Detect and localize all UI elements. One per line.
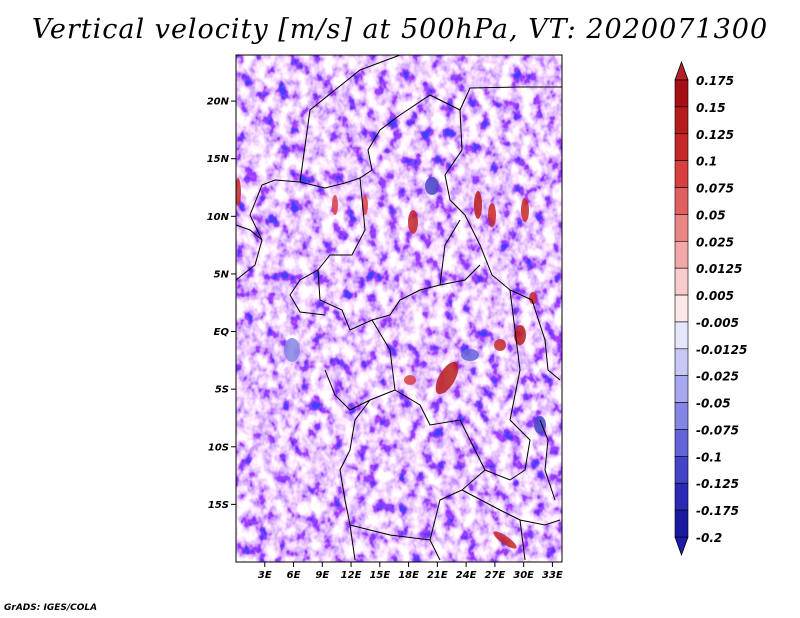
colorbar-label: -0.025	[696, 370, 739, 384]
colorbar-label: 0.175	[696, 74, 734, 88]
colorbar-segment	[674, 402, 689, 430]
colorbar-label: 0.05	[696, 208, 726, 222]
lon-tick-label: 3E	[258, 570, 272, 581]
colorbar-label: 0.0125	[696, 262, 742, 276]
colorbar-segment	[674, 240, 689, 269]
lon-tick-label: 33E	[542, 570, 563, 581]
lat-tick-label: 20N	[207, 97, 230, 108]
lon-tick-label: 6E	[287, 570, 301, 581]
colorbar-segment	[674, 79, 689, 108]
colorbar-bottom-arrow	[674, 536, 689, 557]
colorbar-label: -0.2	[696, 531, 722, 545]
colorbar-segment	[674, 267, 689, 296]
colorbar-segment	[674, 133, 689, 161]
lat-tick-label: EQ	[214, 327, 230, 338]
colorbar-segment	[674, 375, 689, 403]
lon-tick-label: 30E	[513, 570, 534, 581]
lat-tick-label: 10N	[207, 212, 230, 223]
lon-tick-label: 18E	[398, 570, 419, 581]
colorbar: 0.175 0.15 0.125 0.1 0.075 0.05 0.025 0.0125 0.0…	[674, 60, 747, 557]
colorbar-label: -0.0125	[696, 343, 747, 357]
map-frame	[235, 54, 563, 563]
lon-tick-label: 9E	[315, 570, 329, 581]
lat-tick-label: 10S	[208, 442, 229, 453]
colorbar-label: -0.175	[696, 504, 739, 518]
map-title: Vertical velocity [m/s] at 500hPa, VT: 2…	[31, 14, 769, 45]
lon-tick-label: 27E	[485, 570, 506, 581]
colorbar-segment	[674, 294, 689, 323]
lat-tick-label: 5S	[215, 385, 229, 396]
velocity-field	[236, 55, 562, 562]
colorbar-segment	[674, 187, 689, 215]
colorbar-label: 0.025	[696, 235, 734, 249]
colorbar-label: -0.125	[696, 477, 739, 491]
colorbar-label: 0.075	[696, 182, 734, 196]
colorbar-label: -0.005	[696, 316, 739, 330]
longitude-axis: 3E 6E 9E 12E 15E 18E 21E 24E 27E 30E 33E	[258, 562, 563, 581]
colorbar-segment	[674, 482, 689, 511]
colorbar-label: -0.1	[696, 450, 722, 464]
lat-tick-label: 15N	[207, 154, 230, 165]
grads-credit: GrADS: IGES/COLA	[4, 603, 98, 613]
colorbar-label: 0.1	[696, 155, 717, 169]
colorbar-top-arrow	[674, 60, 689, 81]
lon-tick-label: 24E	[456, 570, 477, 581]
colorbar-label: -0.05	[696, 397, 731, 411]
latitude-axis: 20N 15N 10N 5N EQ 5S 10S 15S	[207, 97, 236, 511]
colorbar-segment	[674, 348, 689, 377]
colorbar-label: 0.15	[696, 101, 726, 115]
lon-tick-label: 15E	[369, 570, 390, 581]
colorbar-segment	[674, 160, 689, 188]
colorbar-segment	[674, 106, 689, 135]
colorbar-label: -0.075	[696, 423, 739, 437]
lat-tick-label: 5N	[214, 269, 230, 280]
lon-tick-label: 12E	[341, 570, 362, 581]
lat-tick-label: 15S	[208, 500, 229, 511]
colorbar-label: 0.005	[696, 289, 734, 303]
colorbar-segment	[674, 214, 689, 242]
colorbar-segment	[674, 429, 689, 457]
colorbar-segment	[674, 321, 689, 350]
colorbar-label: 0.125	[696, 128, 734, 142]
colorbar-segment	[674, 509, 689, 538]
colorbar-segment	[674, 456, 689, 484]
lon-tick-label: 21E	[427, 570, 448, 581]
